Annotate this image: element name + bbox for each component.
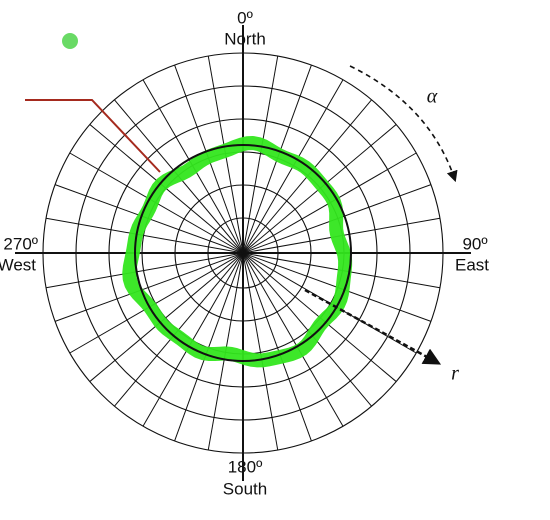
south-degree: 180º	[228, 457, 263, 476]
grid-spoke	[45, 217, 244, 254]
grid-spoke	[242, 252, 279, 451]
grid-spoke	[89, 252, 244, 382]
west-label: West	[0, 255, 36, 274]
grid-spoke	[45, 252, 244, 289]
west-degree: 270º	[3, 234, 38, 253]
grid-spoke	[242, 55, 279, 254]
grid-spoke	[54, 252, 244, 322]
grid-spoke	[242, 252, 312, 442]
north-label: North	[224, 29, 266, 48]
grid-spoke	[242, 252, 372, 407]
reference-circle	[134, 144, 352, 362]
south-label: South	[223, 479, 267, 498]
grid-spoke	[242, 252, 344, 427]
pointer-line	[25, 99, 161, 173]
east-degree: 90º	[462, 234, 487, 253]
polar-grid	[15, 25, 471, 481]
r-label: r	[451, 363, 459, 385]
green-trace	[122, 136, 353, 368]
grid-spoke	[69, 252, 244, 354]
alpha-arrow	[349, 65, 458, 183]
north-degree: 0º	[237, 8, 253, 27]
r-arrow	[304, 288, 442, 365]
east-label: East	[455, 255, 489, 274]
alpha-label: α	[427, 86, 438, 108]
green-dot	[62, 33, 78, 49]
